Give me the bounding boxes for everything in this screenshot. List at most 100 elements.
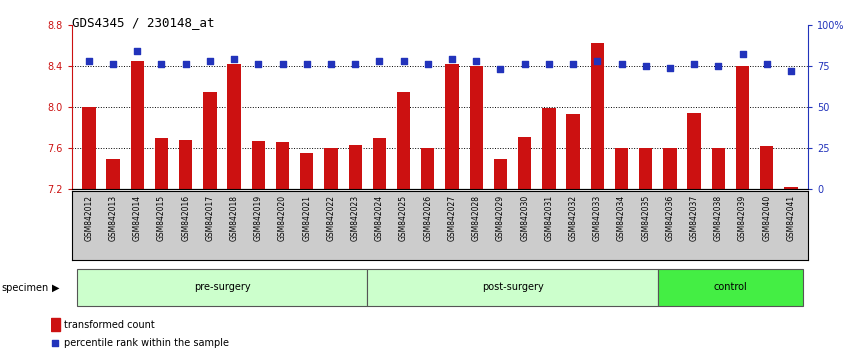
Bar xyxy=(542,108,556,189)
Point xyxy=(82,58,96,64)
Bar xyxy=(179,140,192,189)
Text: GSM842018: GSM842018 xyxy=(229,195,239,241)
Text: GSM842013: GSM842013 xyxy=(108,195,118,241)
Point xyxy=(203,58,217,64)
Bar xyxy=(421,148,435,189)
Point xyxy=(470,58,483,64)
Text: GSM842027: GSM842027 xyxy=(448,195,457,241)
FancyBboxPatch shape xyxy=(367,269,658,306)
Bar xyxy=(228,64,241,189)
Bar xyxy=(688,113,700,189)
Text: GSM842019: GSM842019 xyxy=(254,195,263,241)
Text: GSM842039: GSM842039 xyxy=(738,195,747,241)
Bar xyxy=(663,148,677,189)
Bar xyxy=(567,114,580,189)
Bar xyxy=(203,92,217,189)
Text: GSM842033: GSM842033 xyxy=(593,195,602,241)
Text: control: control xyxy=(713,282,747,292)
Point xyxy=(566,62,580,67)
Point xyxy=(687,62,700,67)
Bar xyxy=(107,159,120,189)
Bar xyxy=(615,148,629,189)
Text: GSM842035: GSM842035 xyxy=(641,195,651,241)
Point xyxy=(784,68,798,74)
Bar xyxy=(784,187,798,189)
Text: GSM842012: GSM842012 xyxy=(85,195,93,241)
Bar xyxy=(397,92,410,189)
Bar xyxy=(711,148,725,189)
Bar xyxy=(470,66,483,189)
Text: GSM842030: GSM842030 xyxy=(520,195,529,241)
Bar xyxy=(130,61,144,189)
Bar xyxy=(251,141,265,189)
Point xyxy=(736,52,750,57)
Bar xyxy=(736,66,750,189)
Point xyxy=(48,340,62,346)
Point xyxy=(615,62,629,67)
Point xyxy=(155,62,168,67)
Bar xyxy=(760,146,773,189)
Point xyxy=(300,62,314,67)
Bar xyxy=(276,142,289,189)
Point xyxy=(639,63,652,69)
Text: GSM842029: GSM842029 xyxy=(496,195,505,241)
Bar xyxy=(445,64,459,189)
Point xyxy=(663,65,677,70)
Text: GSM842023: GSM842023 xyxy=(351,195,360,241)
Text: GSM842026: GSM842026 xyxy=(423,195,432,241)
Text: GSM842017: GSM842017 xyxy=(206,195,214,241)
Point xyxy=(591,58,604,64)
Text: post-surgery: post-surgery xyxy=(481,282,543,292)
Text: GDS4345 / 230148_at: GDS4345 / 230148_at xyxy=(72,16,214,29)
Bar xyxy=(373,138,386,189)
Point xyxy=(711,63,725,69)
FancyBboxPatch shape xyxy=(658,269,803,306)
Bar xyxy=(51,318,60,331)
Point xyxy=(518,62,531,67)
Text: GSM842034: GSM842034 xyxy=(617,195,626,241)
Bar xyxy=(591,43,604,189)
Point xyxy=(397,58,410,64)
Bar xyxy=(349,145,362,189)
Bar xyxy=(155,138,168,189)
Text: GSM842020: GSM842020 xyxy=(278,195,287,241)
Point xyxy=(107,62,120,67)
Text: GSM842031: GSM842031 xyxy=(544,195,553,241)
Text: GSM842032: GSM842032 xyxy=(569,195,578,241)
Bar xyxy=(300,153,313,189)
Point xyxy=(228,57,241,62)
Point xyxy=(372,58,386,64)
Point xyxy=(349,62,362,67)
Text: ▶: ▶ xyxy=(52,282,60,293)
Text: GSM842022: GSM842022 xyxy=(327,195,336,241)
Bar xyxy=(324,148,338,189)
Point xyxy=(276,62,289,67)
Bar xyxy=(494,159,507,189)
Point xyxy=(542,62,556,67)
Text: GSM842014: GSM842014 xyxy=(133,195,142,241)
FancyBboxPatch shape xyxy=(77,269,367,306)
Point xyxy=(179,62,193,67)
Bar xyxy=(82,107,96,189)
Bar xyxy=(518,137,531,189)
Text: pre-surgery: pre-surgery xyxy=(194,282,250,292)
Point xyxy=(421,62,435,67)
Text: GSM842016: GSM842016 xyxy=(181,195,190,241)
Text: GSM842038: GSM842038 xyxy=(714,195,722,241)
Text: GSM842015: GSM842015 xyxy=(157,195,166,241)
Point xyxy=(445,57,459,62)
Text: specimen: specimen xyxy=(2,282,49,293)
Text: percentile rank within the sample: percentile rank within the sample xyxy=(64,338,229,348)
Text: GSM842021: GSM842021 xyxy=(302,195,311,241)
Bar xyxy=(639,148,652,189)
Text: GSM842037: GSM842037 xyxy=(689,195,699,241)
Text: GSM842024: GSM842024 xyxy=(375,195,384,241)
Point xyxy=(494,67,508,72)
Point xyxy=(324,62,338,67)
Text: GSM842040: GSM842040 xyxy=(762,195,772,241)
Point xyxy=(760,62,773,67)
Point xyxy=(130,48,144,54)
Text: GSM842041: GSM842041 xyxy=(787,195,795,241)
Text: GSM842036: GSM842036 xyxy=(666,195,674,241)
Text: GSM842028: GSM842028 xyxy=(472,195,481,241)
